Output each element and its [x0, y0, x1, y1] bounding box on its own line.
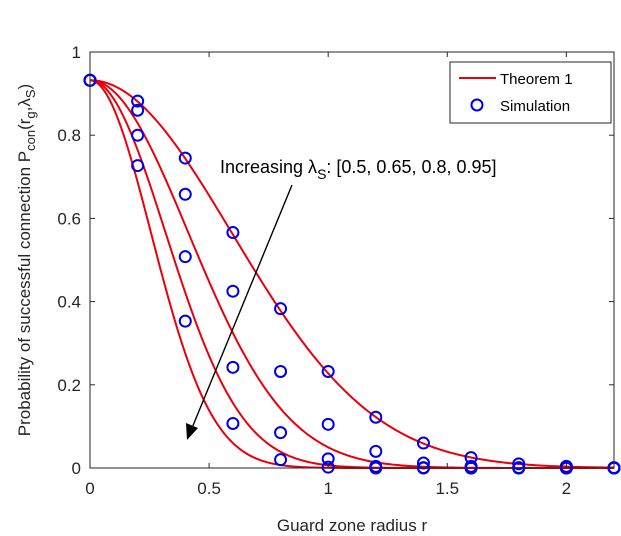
simulation-point	[178, 250, 192, 264]
simulation-point	[178, 151, 192, 165]
simulation-point	[369, 410, 383, 424]
x-tick-label: 2	[562, 479, 571, 498]
simulation-point	[321, 417, 335, 431]
annotation-text: Increasing λS: [0.5, 0.65, 0.8, 0.95]	[220, 157, 497, 182]
y-tick-label: 0.8	[57, 126, 81, 145]
x-tick-label: 0.5	[197, 479, 221, 498]
simulation-point	[131, 159, 145, 173]
x-axis-ticks: 0 0.5 1 1.5 2	[85, 52, 571, 498]
y-tick-label: 0	[72, 459, 81, 478]
simulation-point	[226, 226, 240, 240]
simulation-point	[416, 456, 430, 470]
y-tick-label: 0.2	[57, 376, 81, 395]
legend-simulation-label: Simulation	[500, 98, 570, 115]
simulation-point	[226, 360, 240, 374]
simulation-point	[321, 460, 335, 474]
simulation-point	[131, 94, 145, 108]
simulation-point	[274, 364, 288, 378]
simulation-point	[178, 187, 192, 201]
legend-simulation-marker	[470, 98, 484, 112]
x-axis-title: Guard zone radius r	[277, 516, 428, 535]
annotation-arrow	[186, 184, 293, 440]
y-axis-title: Probability of successful connection Pco…	[15, 84, 38, 436]
simulation-point	[321, 364, 335, 378]
x-tick-label: 1	[323, 479, 332, 498]
x-tick-label: 1.5	[435, 479, 459, 498]
legend-box	[449, 61, 612, 124]
simulation-point	[226, 416, 240, 430]
legend-theorem-label: Theorem 1	[500, 71, 573, 88]
simulation-point	[416, 436, 430, 450]
y-tick-label: 0.4	[57, 293, 81, 312]
y-tick-label: 0.6	[57, 209, 81, 228]
simulation-point	[131, 103, 145, 117]
simulation-point	[512, 457, 526, 471]
y-tick-label: 1	[72, 43, 81, 62]
simulation-point	[274, 453, 288, 467]
simulation-point	[178, 314, 192, 328]
plot-frame	[89, 51, 615, 469]
simulation-point	[369, 444, 383, 458]
simulation-point	[274, 426, 288, 440]
simulation-point	[274, 302, 288, 316]
simulation-point	[131, 128, 145, 142]
legend: Theorem 1 Simulation	[449, 61, 612, 124]
simulation-point	[226, 284, 240, 298]
y-axis-ticks: 0 0.2 0.4 0.6 0.8 1	[57, 43, 614, 478]
theorem-curve-lambda-0.5	[89, 79, 615, 469]
x-tick-label: 0	[85, 479, 94, 498]
